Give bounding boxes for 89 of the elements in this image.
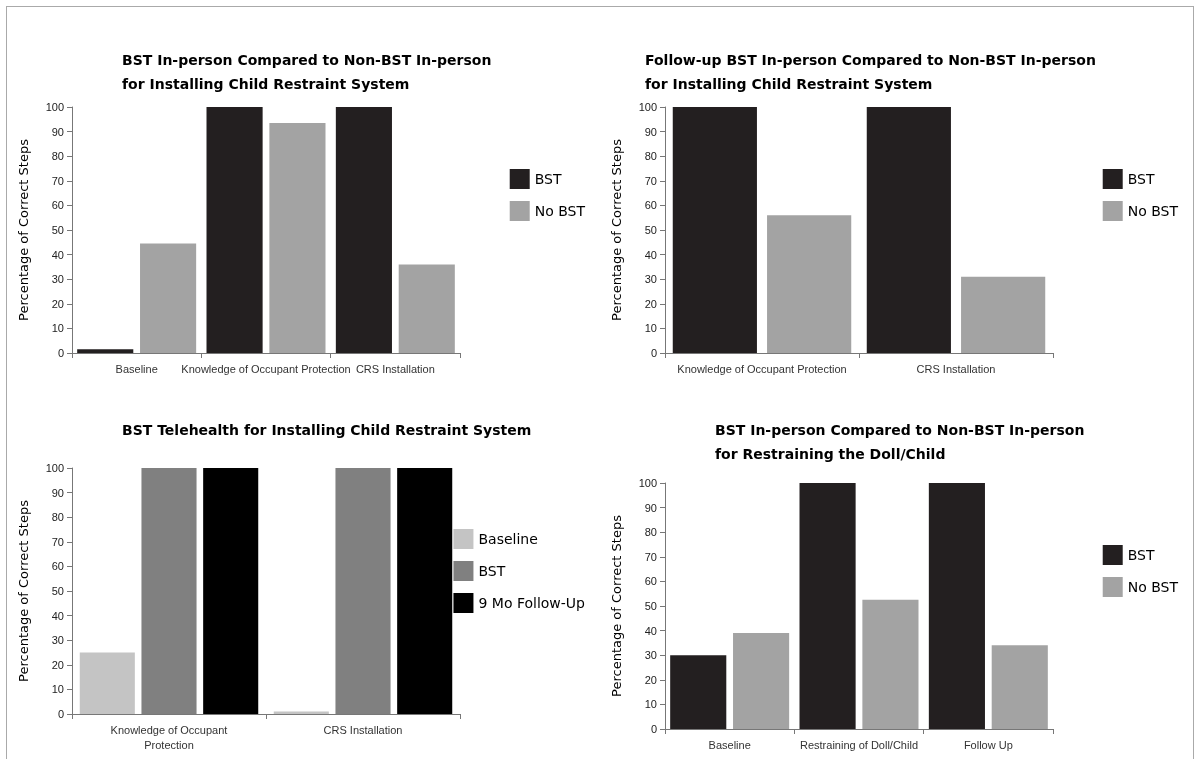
y-tick-label: 50 <box>644 600 657 612</box>
y-tick-label: 0 <box>57 708 64 720</box>
legend-label: BST <box>534 171 562 187</box>
x-tick-label: Knowledge of Occupant Protection <box>677 362 847 375</box>
x-tick-label: Knowledge of Occupant Protection <box>110 723 228 751</box>
y-tick-label: 30 <box>644 649 657 662</box>
bar <box>670 655 727 729</box>
y-tick-label: 40 <box>51 248 64 261</box>
bar <box>206 107 263 353</box>
y-axis-title: Percentage of Correct Steps <box>609 138 624 321</box>
bar <box>79 652 135 714</box>
y-tick-label: 80 <box>644 526 657 539</box>
y-tick-label: 90 <box>644 501 657 514</box>
chart-title: BST In-person Compared to Non-BST In-person for Restraining the Doll/Child <box>715 422 1085 462</box>
x-tick-label: CRS Installation <box>916 362 996 375</box>
legend-label: 9 Mo Follow-Up <box>478 595 586 611</box>
y-tick-label: 90 <box>644 125 657 138</box>
y-tick-label: 50 <box>51 224 64 236</box>
y-tick-label: 70 <box>51 174 64 187</box>
y-tick-label: 50 <box>51 585 64 597</box>
y-tick-label: 40 <box>51 609 64 622</box>
y-tick-label: 70 <box>644 174 657 187</box>
y-tick-label: 60 <box>51 199 64 212</box>
y-tick-label: 70 <box>51 535 64 548</box>
legend-label: BST <box>1127 547 1155 563</box>
bar <box>928 483 985 729</box>
y-tick-label: 100 <box>45 101 64 113</box>
bar <box>269 122 326 353</box>
y-tick-label: 80 <box>644 150 657 163</box>
y-tick-label: 60 <box>644 575 657 588</box>
y-tick-label: 20 <box>644 673 657 686</box>
bar <box>203 468 259 714</box>
x-tick-label: Knowledge of Occupant Protection <box>181 362 351 375</box>
y-tick-label: 40 <box>644 624 657 637</box>
bar <box>866 107 951 353</box>
legend-label: Baseline <box>478 531 538 547</box>
y-tick-label: 50 <box>644 224 657 236</box>
y-tick-label: 20 <box>51 297 64 310</box>
y-tick-label: 10 <box>51 683 64 696</box>
x-tick-label: Follow Up <box>963 738 1013 751</box>
y-tick-label: 70 <box>644 550 657 563</box>
y-tick-label: 30 <box>51 273 64 286</box>
chart-title: Follow-up BST In-person Compared to Non-BST In-person for Installing Child Restraint System <box>645 52 1096 92</box>
bar <box>733 633 790 729</box>
y-tick-label: 20 <box>644 297 657 310</box>
y-tick-label: 60 <box>51 560 64 573</box>
y-tick-label: 10 <box>644 698 657 711</box>
x-tick-label: Restraining of Doll/Child <box>800 738 918 751</box>
bar <box>77 349 134 353</box>
legend-label: No BST <box>1127 579 1179 595</box>
bar <box>961 276 1046 353</box>
bar <box>398 264 455 353</box>
y-tick-label: 0 <box>650 347 657 359</box>
legend-label: No BST <box>1127 203 1179 219</box>
bar <box>672 107 757 353</box>
y-axis-title: Percentage of Correct Steps <box>16 138 31 321</box>
x-tick-label: Baseline <box>708 738 751 751</box>
y-tick-label: 30 <box>51 634 64 647</box>
bar <box>335 107 392 353</box>
y-tick-label: 100 <box>638 477 657 489</box>
bar <box>767 215 852 353</box>
bar <box>862 599 919 729</box>
y-tick-label: 60 <box>644 199 657 212</box>
y-tick-label: 10 <box>644 322 657 335</box>
bar <box>799 483 856 729</box>
y-axis-title: Percentage of Correct Steps <box>609 514 624 697</box>
y-axis-title: Percentage of Correct Steps <box>16 499 31 682</box>
bar <box>140 243 197 353</box>
y-tick-label: 90 <box>51 125 64 138</box>
y-tick-label: 80 <box>51 150 64 163</box>
legend-label: BST <box>1127 171 1155 187</box>
x-tick-label: CRS Installation <box>355 362 435 375</box>
y-tick-label: 80 <box>51 511 64 524</box>
y-tick-label: 90 <box>51 486 64 499</box>
chart-title: BST Telehealth for Installing Child Restraint System <box>122 422 532 438</box>
y-tick-label: 100 <box>638 101 657 113</box>
x-tick-label: CRS Installation <box>323 723 403 736</box>
bar <box>991 645 1048 729</box>
y-tick-label: 10 <box>51 322 64 335</box>
y-tick-label: 0 <box>57 347 64 359</box>
y-tick-label: 20 <box>51 658 64 671</box>
legend-label: No BST <box>534 203 586 219</box>
y-tick-label: 0 <box>650 723 657 735</box>
x-tick-label: Baseline <box>115 362 158 375</box>
legend-label: BST <box>478 563 506 579</box>
y-tick-label: 100 <box>45 462 64 474</box>
y-tick-label: 30 <box>644 273 657 286</box>
chart-title: BST In-person Compared to Non-BST In-person for Installing Child Restraint System <box>122 52 492 92</box>
y-tick-label: 40 <box>644 248 657 261</box>
